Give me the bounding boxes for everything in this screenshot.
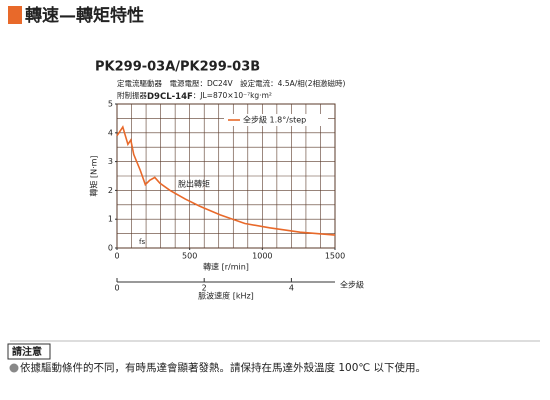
x-tick-label: 0 <box>114 252 119 261</box>
y-tick-label: 4 <box>108 128 113 137</box>
y-tick-label: 5 <box>108 100 113 109</box>
x-tick-label: 1500 <box>325 252 345 261</box>
note-part: 附制振器 <box>117 90 147 100</box>
y-axis-label: 轉矩 [N·m] <box>89 155 99 196</box>
y-tick-label: 2 <box>108 186 113 195</box>
torque-curve <box>116 125 336 236</box>
chart-note: 定電流驅動器 電源電壓：DC24V 設定電流：4.5A/相(2相激磁時) <box>117 78 345 88</box>
note-part: ：JL=870×10⁻⁷kg·m² <box>193 91 272 100</box>
y-tick-label: 0 <box>108 244 113 253</box>
annotation: 脫出轉矩 <box>178 179 210 189</box>
x2-tick-label: 4 <box>289 284 294 293</box>
y-tick-label: 1 <box>108 215 113 224</box>
x-tick-label: 1000 <box>252 252 272 261</box>
annotation: fs <box>139 238 145 246</box>
chart-title: PK299-03A/PK299-03B <box>95 60 260 75</box>
legend-label: 全步級 1.8°/step <box>243 115 306 125</box>
page-title: 轉速—轉矩特性 <box>25 5 144 26</box>
inertia-note: 附制振器D9CL-14F：JL=870×10⁻⁷kg·m² <box>117 90 272 102</box>
x-axis-label: 轉速 [r/min] <box>203 262 249 272</box>
legend-bg <box>224 114 328 126</box>
x2-tick-label: 2 <box>202 284 207 293</box>
x2-tick-label: 0 <box>114 284 119 293</box>
x-tick-label: 500 <box>182 252 197 261</box>
title-marker <box>8 6 22 24</box>
notice-box <box>7 343 51 360</box>
bullet <box>9 363 19 373</box>
note-part: D9CL-14F <box>147 92 193 102</box>
x2-axis-label: 脈波速度 [kHz] <box>198 291 254 301</box>
y-tick-label: 3 <box>108 157 113 166</box>
notice-title: 請注意 <box>12 345 42 358</box>
notice-text: 依據驅動條件的不同，有時馬達會顯著發熱。請保持在馬達外殼溫度 100℃ 以下使用… <box>20 361 426 374</box>
x2-note: 全步級 <box>340 280 364 290</box>
